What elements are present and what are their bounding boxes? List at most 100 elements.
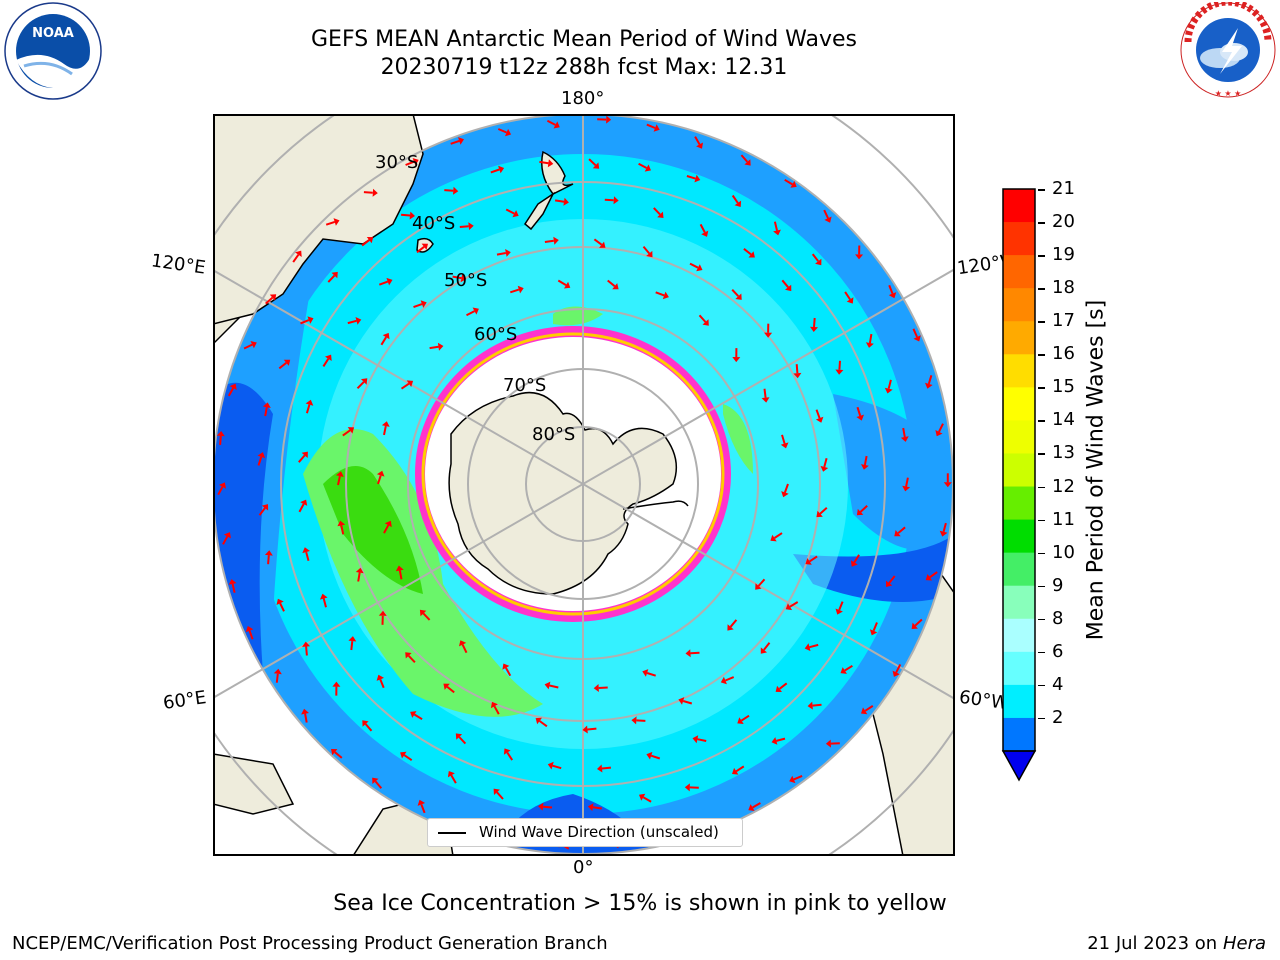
wave-arrow (604, 198, 614, 202)
wave-arrow (505, 667, 512, 677)
wave-arrow (856, 406, 862, 417)
wave-arrow-head (347, 427, 355, 434)
wave-arrow (363, 191, 373, 194)
colorbar-tick-mark (1038, 453, 1045, 455)
lon-label-60e: 60°E (161, 687, 208, 714)
wave-arrow-head (348, 636, 357, 642)
wave-arrow (243, 343, 253, 350)
wave-arrow (342, 429, 351, 437)
wave-arrow-head (355, 317, 362, 325)
wave-arrow (267, 555, 270, 565)
wave-arrow (888, 575, 896, 584)
wave-arrow (403, 754, 413, 762)
wave-arrow (844, 664, 853, 672)
wave-arrow (383, 425, 387, 436)
colorbar-band (1003, 585, 1035, 620)
wave-arrow-head (382, 332, 390, 340)
colorbar-tick-mark (1038, 519, 1045, 522)
wave-arrow (773, 221, 778, 231)
wave-arrow (601, 766, 612, 770)
wave-arrow-head (437, 342, 444, 351)
wave-arrow-head (694, 174, 701, 183)
footer-system: Hera (1222, 933, 1266, 954)
wave-arrow-head (472, 307, 479, 315)
colorbar-tick-mark (1038, 354, 1045, 356)
wave-arrow (420, 804, 426, 814)
wave-arrow (729, 619, 738, 628)
colorbar-band (1003, 618, 1035, 653)
wave-arrow (809, 643, 819, 649)
colorbar-band (1003, 387, 1035, 421)
wave-arrow-head (409, 211, 415, 220)
chart-subtitle: 20230719 t12z 288h fcst Max: 12.31 (380, 55, 788, 80)
wave-arrow (466, 310, 475, 317)
wave-arrow (347, 319, 357, 325)
wave-arrow (275, 673, 279, 683)
colorbar-tick-mark (1038, 387, 1045, 389)
wave-arrow (905, 477, 909, 487)
wave-arrow (863, 455, 868, 466)
wave-arrow (413, 303, 423, 309)
wave-arrow (897, 526, 906, 534)
wave-arrow-head (861, 464, 869, 470)
colorbar-tick-mark (1038, 684, 1045, 687)
wave-arrow (752, 802, 761, 809)
wave-arrow (823, 457, 828, 468)
wave-arrow-head (587, 803, 594, 812)
wave-arrow (731, 194, 739, 204)
wave-arrow-head (639, 793, 646, 801)
wave-arrow-head (861, 707, 868, 715)
wave-arrow (872, 622, 878, 632)
wave-arrow (450, 774, 457, 784)
wave-arrow (327, 274, 336, 283)
wave-arrow (588, 158, 597, 167)
wave-arrow-head (250, 341, 257, 349)
wave-arrow (646, 123, 656, 129)
colorbar-tick-label: 9 (1052, 574, 1064, 596)
wave-arrow (607, 279, 616, 287)
colorbar-tick-label: 18 (1052, 277, 1075, 299)
wave-arrow-head (835, 608, 843, 615)
wave-arrow-head (547, 159, 554, 168)
wave-arrow (279, 602, 285, 612)
wave-arrow (868, 333, 873, 344)
wave-arrow-head (502, 663, 510, 670)
wave-arrow (740, 714, 750, 722)
wave-arrow (378, 280, 389, 286)
wave-arrow-head (493, 788, 500, 795)
wave-arrow-head (894, 530, 901, 537)
wave-arrow (546, 119, 556, 126)
wave-arrow (258, 507, 266, 516)
wave-arrow-head (662, 291, 669, 300)
wave-arrow (642, 796, 652, 803)
colorbar-tick-mark (1038, 717, 1045, 720)
wave-arrow (819, 507, 828, 515)
wave-arrow-head (264, 550, 273, 556)
wave-arrow (650, 754, 661, 760)
wave-arrow-head (228, 579, 237, 585)
colorbar-tick-label: 11 (1052, 508, 1075, 530)
wave-arrow-head (696, 264, 703, 272)
wave-arrow (407, 655, 416, 663)
wave-arrow (305, 404, 311, 414)
wave-arrow-head (732, 357, 741, 363)
lat-label-70s: 70°S (503, 375, 547, 396)
colorbar-tick-label: 13 (1052, 442, 1075, 464)
colorbar-tick-mark (1038, 585, 1045, 588)
wave-arrow (784, 178, 793, 186)
colorbar-band (1003, 651, 1035, 686)
wave-arrow-head (892, 670, 900, 677)
colorbar-band (1003, 486, 1035, 521)
wave-arrow-head (888, 292, 897, 299)
wave-arrow-head (261, 504, 269, 511)
wave-arrow-head (386, 277, 393, 286)
wave-arrow-head (646, 250, 653, 258)
wave-arrow-head (468, 222, 474, 231)
wave-arrow-head (781, 491, 789, 498)
wave-arrow (505, 208, 515, 215)
wave-arrow (593, 238, 603, 246)
wave-arrow (248, 630, 254, 640)
wave-arrow (361, 239, 370, 247)
wave-arrow-head (657, 211, 664, 218)
wave-arrow-head (824, 216, 832, 223)
